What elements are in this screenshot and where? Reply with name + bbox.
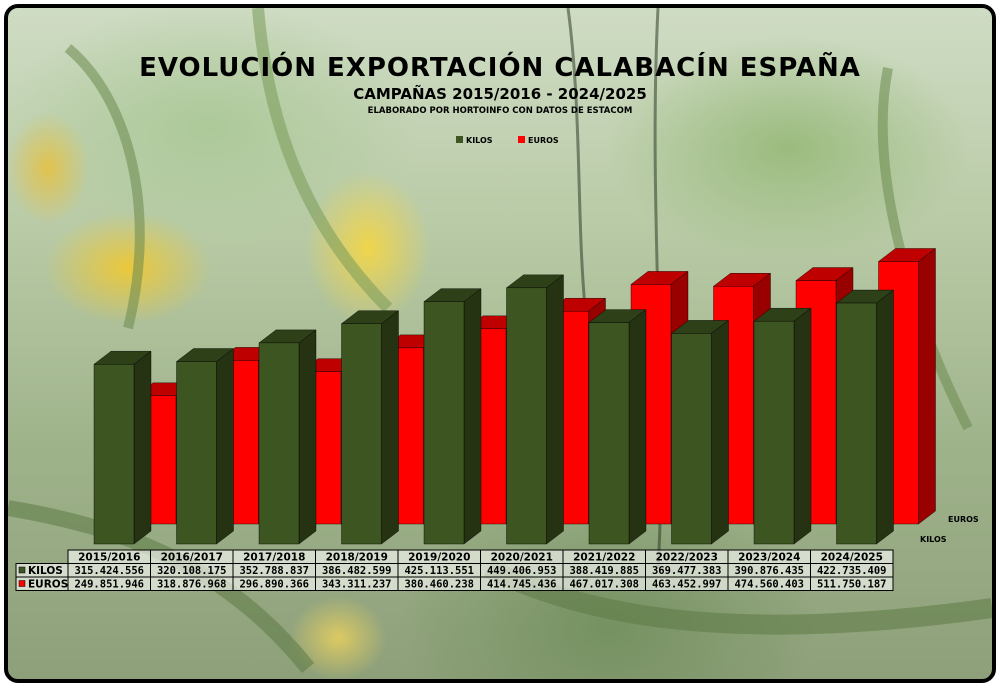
legend-swatch-euros — [518, 136, 525, 143]
bar-kilos-1 — [175, 348, 235, 545]
table-cell-kilos-7: 369.477.383 — [652, 565, 722, 577]
legend: KILOS EUROS — [456, 136, 559, 145]
table-cell-euros-2: 296.890.366 — [239, 579, 309, 591]
table-cell-kilos-4: 425.113.551 — [404, 565, 474, 577]
chart-source: ELABORADO POR HORTOINFO CON DATOS DE EST… — [368, 106, 633, 116]
table-header-6: 2021/2022 — [573, 552, 635, 564]
table-cell-euros-7: 463.452.997 — [652, 579, 722, 591]
table-header-1: 2016/2017 — [161, 552, 223, 564]
table-swatch-euros — [18, 580, 26, 587]
data-table: 2015/2016 2016/2017 2017/2018 2018/2019 2019… — [15, 549, 894, 591]
bar-kilos-6 — [588, 309, 647, 545]
table-header-9: 2024/2025 — [821, 552, 883, 564]
legend-swatch-kilos — [456, 136, 463, 143]
bar-kilos-2 — [258, 329, 317, 545]
table-cell-kilos-2: 352.788.837 — [239, 565, 309, 577]
bar-kilos-8 — [753, 307, 812, 545]
table-cell-kilos-3: 386.482.599 — [322, 565, 392, 577]
legend-label-euros: EUROS — [528, 136, 559, 145]
table-cell-euros-1: 318.876.968 — [157, 579, 227, 591]
bar-kilos-9 — [835, 289, 895, 545]
table-cell-euros-5: 414.745.436 — [487, 579, 557, 591]
table-header-4: 2019/2020 — [408, 552, 470, 564]
table-cell-kilos-1: 320.108.175 — [157, 565, 227, 577]
bar-kilos-0 — [93, 350, 152, 545]
chart-canvas: EVOLUCIÓN EXPORTACIÓN CALABACÍN ESPAÑA C… — [8, 8, 992, 674]
bar-kilos-4 — [423, 288, 482, 545]
table-cell-euros-3: 343.311.237 — [322, 579, 392, 591]
depth-label-kilos: KILOS — [920, 535, 947, 544]
bar-kilos-7 — [670, 319, 730, 545]
series-axis-labels: EUROS KILOS — [920, 515, 979, 544]
table-header-0: 2015/2016 — [78, 552, 140, 564]
table-cell-euros-4: 380.460.238 — [404, 579, 474, 591]
chart-frame: EVOLUCIÓN EXPORTACIÓN CALABACÍN ESPAÑA C… — [4, 4, 996, 683]
table-header-7: 2022/2023 — [656, 552, 718, 564]
table-header-5: 2020/2021 — [491, 552, 553, 564]
table-cell-kilos-5: 449.406.953 — [487, 565, 557, 577]
table-cell-euros-0: 249.851.946 — [74, 579, 144, 591]
table-cell-euros-9: 511.750.187 — [817, 579, 887, 591]
depth-label-euros: EUROS — [948, 515, 979, 524]
table-swatch-kilos — [18, 566, 26, 574]
table-cell-kilos-0: 315.424.556 — [74, 565, 144, 577]
bars-group — [93, 248, 937, 545]
bar-kilos-5 — [505, 274, 565, 545]
chart-subtitle: CAMPAÑAS 2015/2016 - 2024/2025 — [353, 84, 647, 103]
table-header-8: 2023/2024 — [738, 552, 800, 564]
table-row-label-kilos: KILOS — [28, 565, 63, 577]
table-header-2: 2017/2018 — [243, 552, 305, 564]
table-cell-kilos-9: 422.735.409 — [817, 565, 887, 577]
table-cell-kilos-8: 390.876.435 — [734, 565, 804, 577]
table-cell-euros-8: 474.560.403 — [734, 579, 804, 591]
table-row-label-euros: EUROS — [28, 579, 68, 591]
table-cell-kilos-6: 388.419.885 — [569, 565, 639, 577]
chart-title: EVOLUCIÓN EXPORTACIÓN CALABACÍN ESPAÑA — [139, 51, 861, 83]
table-cell-euros-6: 467.017.308 — [569, 579, 639, 591]
table-header-3: 2018/2019 — [326, 552, 388, 564]
bar-kilos-3 — [340, 310, 400, 545]
legend-label-kilos: KILOS — [466, 136, 493, 145]
